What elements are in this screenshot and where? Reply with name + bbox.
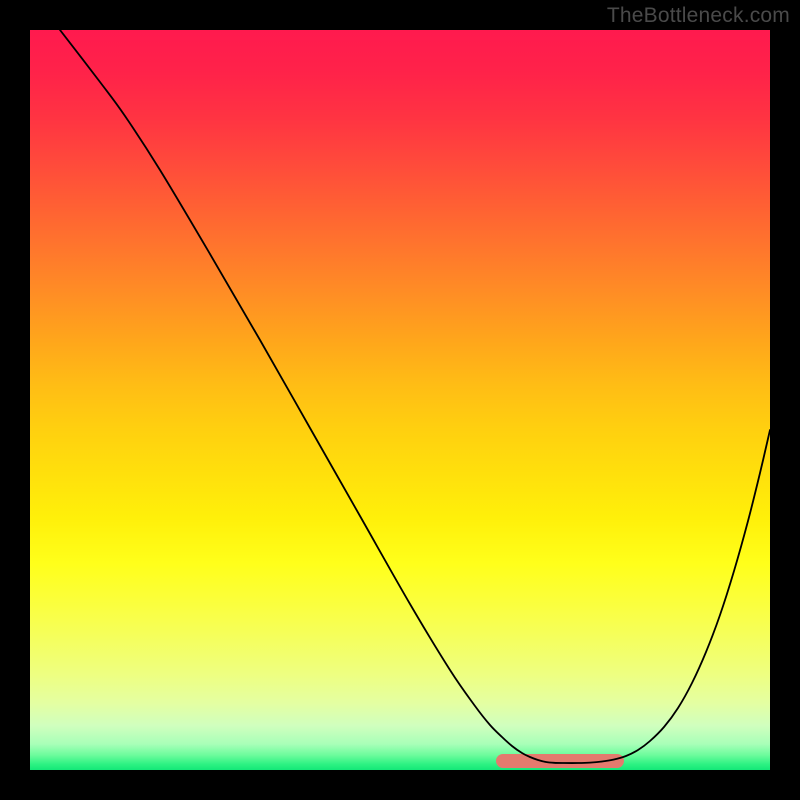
- chart-curve: [30, 30, 770, 770]
- watermark-text: TheBottleneck.com: [607, 4, 790, 28]
- chart-plot-area: [30, 30, 770, 770]
